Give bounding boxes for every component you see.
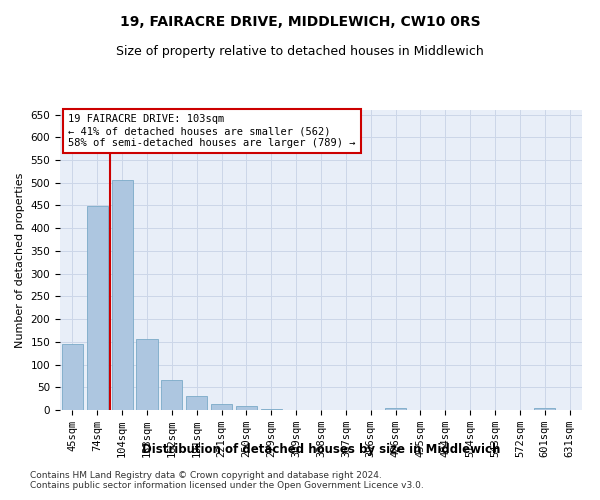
Bar <box>186 396 207 410</box>
Bar <box>161 380 182 410</box>
Text: 19 FAIRACRE DRIVE: 103sqm
← 41% of detached houses are smaller (562)
58% of semi: 19 FAIRACRE DRIVE: 103sqm ← 41% of detac… <box>68 114 355 148</box>
Bar <box>261 408 282 410</box>
Text: 19, FAIRACRE DRIVE, MIDDLEWICH, CW10 0RS: 19, FAIRACRE DRIVE, MIDDLEWICH, CW10 0RS <box>119 15 481 29</box>
Bar <box>211 404 232 410</box>
Bar <box>62 344 83 410</box>
Bar <box>87 206 108 410</box>
Bar <box>236 406 257 410</box>
Text: Distribution of detached houses by size in Middlewich: Distribution of detached houses by size … <box>142 442 500 456</box>
Text: Contains HM Land Registry data © Crown copyright and database right 2024.
Contai: Contains HM Land Registry data © Crown c… <box>30 470 424 490</box>
Y-axis label: Number of detached properties: Number of detached properties <box>15 172 25 348</box>
Bar <box>112 180 133 410</box>
Bar <box>136 338 158 410</box>
Bar <box>385 408 406 410</box>
Text: Size of property relative to detached houses in Middlewich: Size of property relative to detached ho… <box>116 45 484 58</box>
Bar <box>534 408 555 410</box>
